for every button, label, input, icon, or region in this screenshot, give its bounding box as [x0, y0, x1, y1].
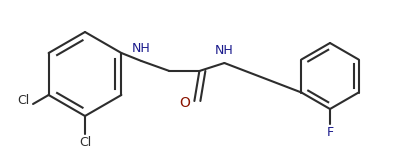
Text: Cl: Cl: [79, 135, 91, 149]
Text: O: O: [179, 96, 190, 110]
Text: NH: NH: [215, 45, 234, 57]
Text: F: F: [326, 126, 334, 138]
Text: Cl: Cl: [17, 95, 29, 107]
Text: NH: NH: [132, 43, 151, 55]
